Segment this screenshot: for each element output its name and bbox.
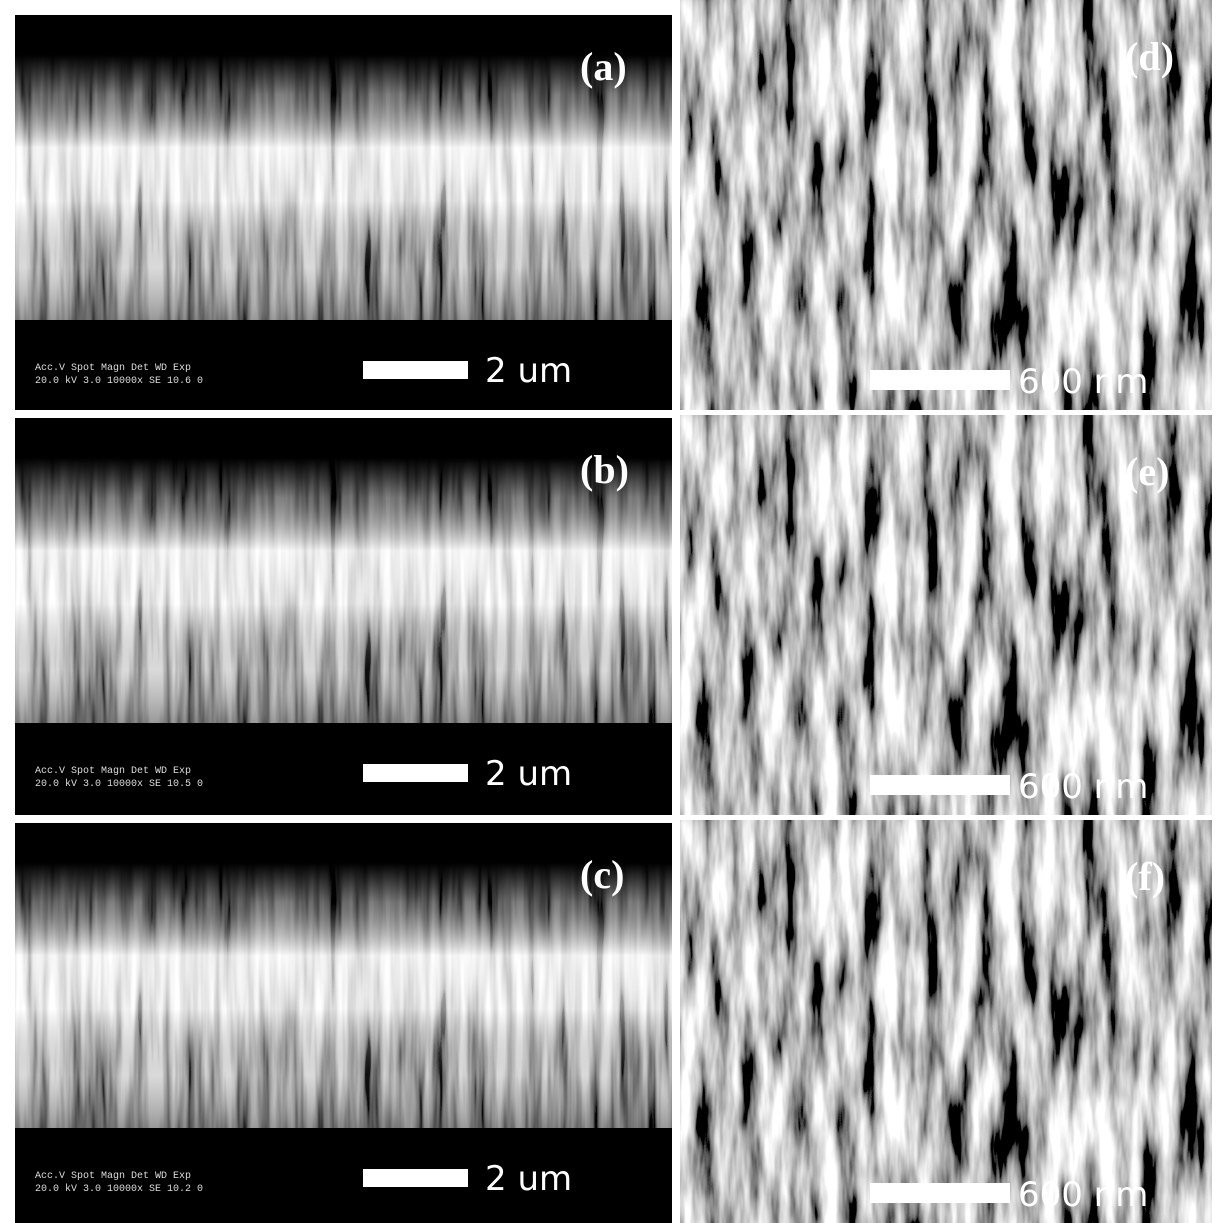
scale-label: 2 um xyxy=(485,1159,572,1199)
scale-bar xyxy=(870,1183,1010,1203)
instrument-info: Acc.V Spot Magn Det WD Exp xyxy=(35,766,191,777)
panel-label: (e) xyxy=(1125,449,1169,494)
scale-bar xyxy=(363,764,468,782)
scale-label: 600 nm xyxy=(1018,767,1148,807)
panel-label: (f) xyxy=(1125,854,1165,899)
scale-bar xyxy=(870,775,1010,795)
panel-label: (a) xyxy=(580,44,627,89)
substrate xyxy=(15,320,672,410)
scale-label: 2 um xyxy=(485,351,572,391)
panel-label: (b) xyxy=(580,447,629,492)
instrument-info: 20.0 kV 3.0 10000x SE 10.5 0 xyxy=(35,778,203,790)
scale-bar xyxy=(363,361,468,379)
scale-label: 600 nm xyxy=(1018,362,1148,402)
sem-panel: (d) 600 nm xyxy=(680,0,1212,410)
nanowire-texture xyxy=(680,0,1212,410)
instrument-info: Acc.V Spot Magn Det WD Exp xyxy=(35,363,191,374)
substrate xyxy=(15,1128,672,1223)
nanowire-texture xyxy=(680,415,1212,815)
sem-panel: (e) 600 nm xyxy=(680,415,1212,815)
scale-bar xyxy=(870,370,1010,390)
scale-label: 600 nm xyxy=(1018,1175,1148,1215)
panel-label: (d) xyxy=(1125,34,1174,79)
scale-bar xyxy=(363,1169,468,1187)
instrument-info: 20.0 kV 3.0 10000x SE 10.2 0 xyxy=(35,1183,203,1195)
bright-band xyxy=(15,863,672,1128)
bright-band xyxy=(15,458,672,723)
substrate xyxy=(15,723,672,815)
sem-panel: (f) 600 nm xyxy=(680,820,1212,1223)
scale-label: 2 um xyxy=(485,754,572,794)
panel-label: (c) xyxy=(580,852,624,897)
nanowire-texture xyxy=(680,820,1212,1223)
instrument-info: Acc.V Spot Magn Det WD Exp xyxy=(35,1171,191,1182)
instrument-info: 20.0 kV 3.0 10000x SE 10.6 0 xyxy=(35,375,203,387)
bright-band xyxy=(15,55,672,320)
